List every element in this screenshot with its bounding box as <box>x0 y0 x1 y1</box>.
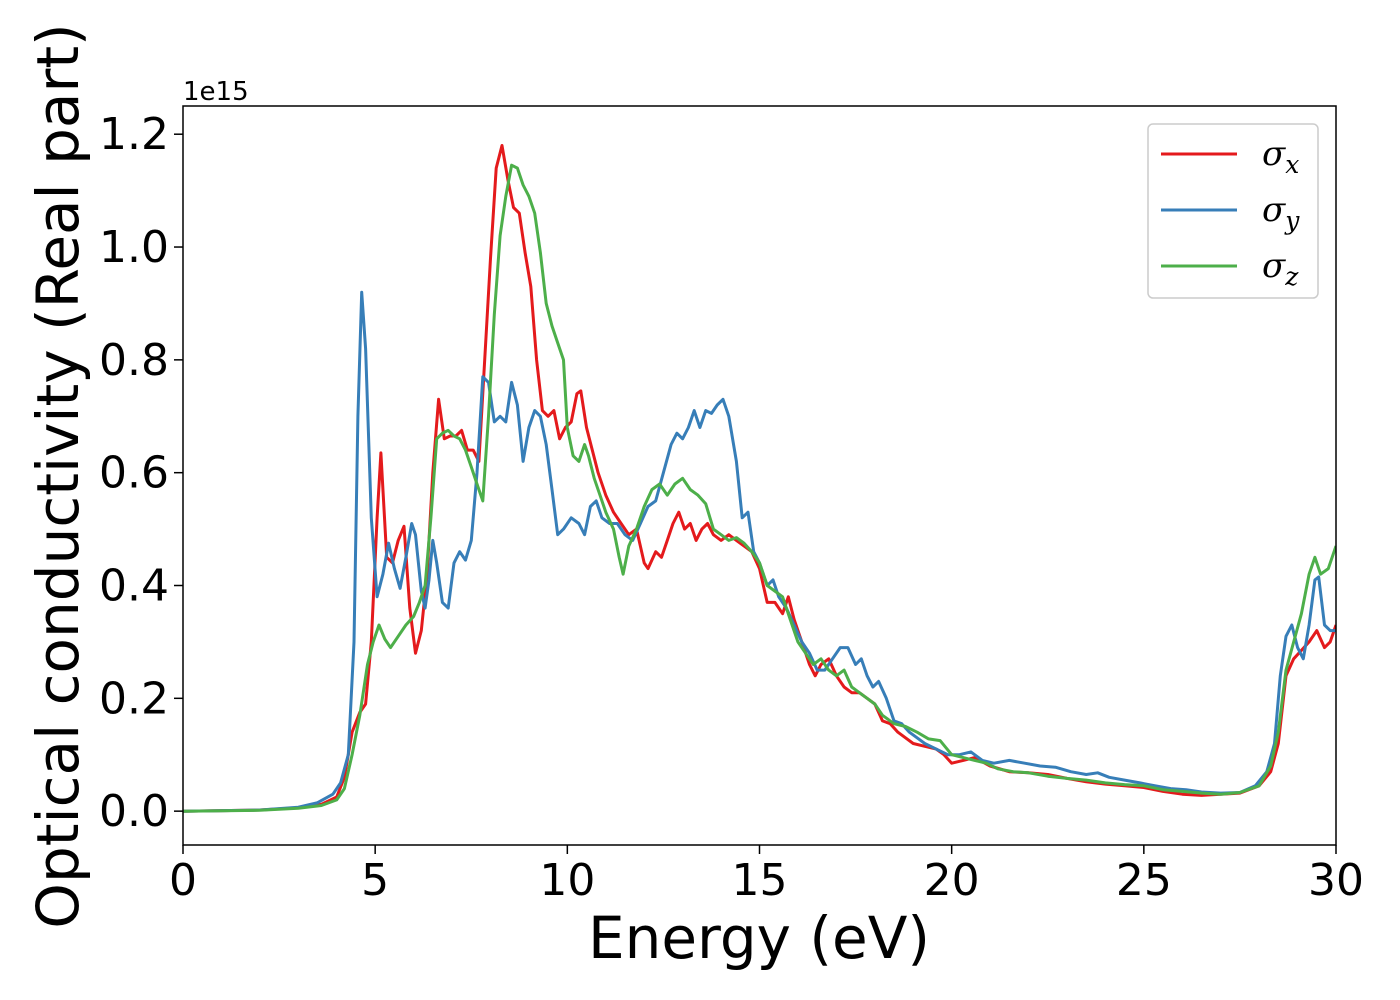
x-axis: 0 5 10 15 20 25 30 <box>169 845 1364 906</box>
x-tick-label: 15 <box>732 855 788 906</box>
x-tick-label: 5 <box>361 855 389 906</box>
y-axis: 0.0 0.2 0.4 0.6 0.8 1.0 1.2 <box>99 109 183 837</box>
y-offset-label: 1e15 <box>183 77 249 107</box>
legend-label-z: σz <box>1262 246 1299 291</box>
legend-label-y: σy <box>1262 190 1300 235</box>
y-tick-label: 0.4 <box>99 561 169 612</box>
y-tick-label: 1.0 <box>99 222 169 273</box>
x-tick-label: 30 <box>1308 855 1364 906</box>
y-tick-label: 0.8 <box>99 335 169 386</box>
y-tick-label: 1.2 <box>99 109 169 160</box>
series-line-z <box>183 163 1336 813</box>
y-axis-label: Optical conductivity (Real part) <box>24 23 92 928</box>
y-tick-label: 0.2 <box>99 673 169 724</box>
x-tick-label: 0 <box>169 855 197 906</box>
series-layer <box>183 144 1336 813</box>
legend-label-x: σx <box>1262 134 1299 179</box>
x-tick-label: 25 <box>1116 855 1172 906</box>
x-axis-label: Energy (eV) <box>588 904 930 972</box>
x-tick-label: 10 <box>539 855 595 906</box>
legend: σx σy σz <box>1147 123 1319 299</box>
y-tick-label: 0.0 <box>99 786 169 837</box>
y-tick-label: 0.6 <box>99 448 169 499</box>
series-line-y <box>183 290 1336 813</box>
x-tick-label: 20 <box>924 855 980 906</box>
